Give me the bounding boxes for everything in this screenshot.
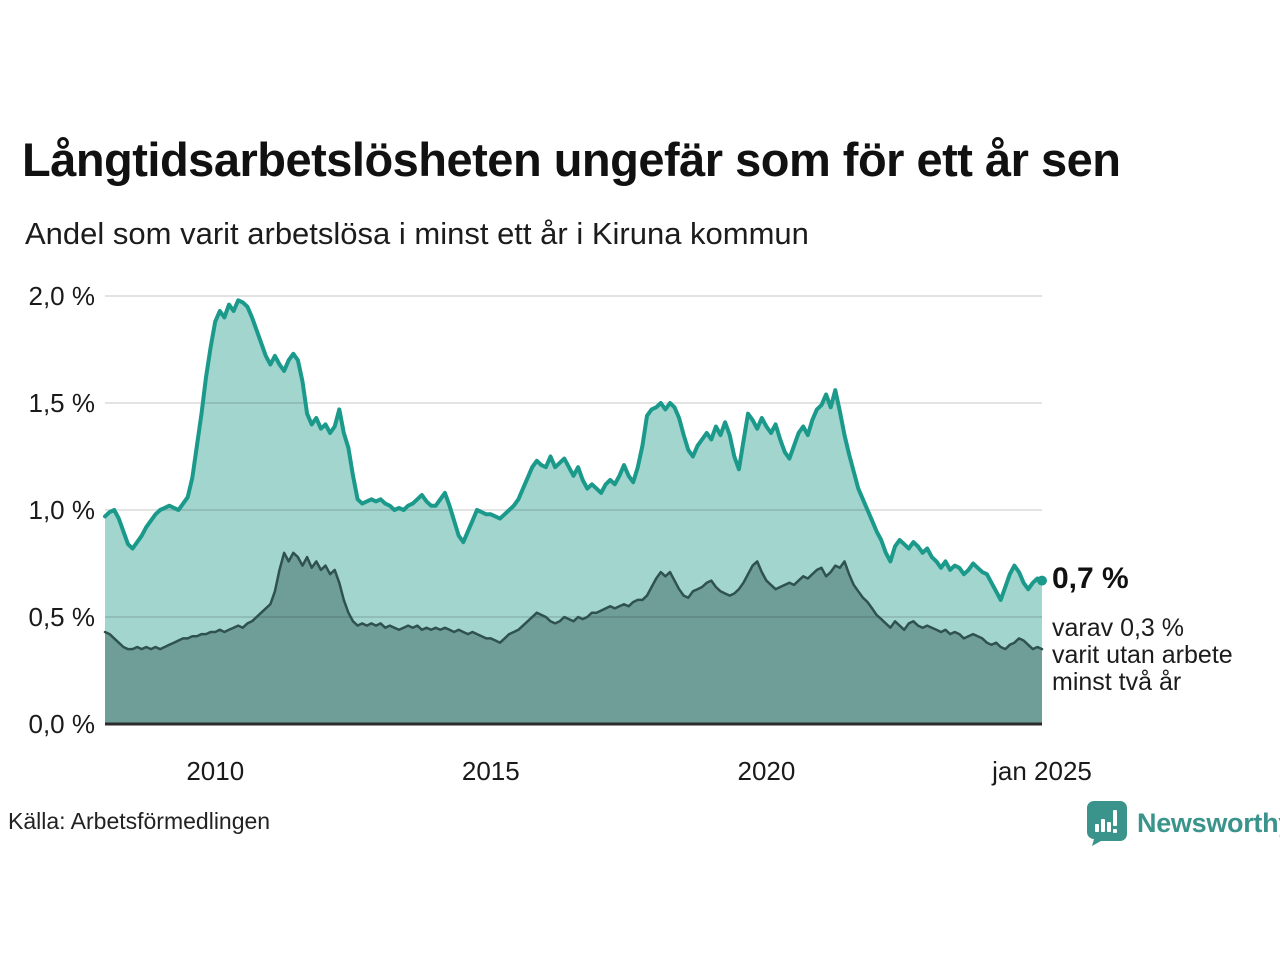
x-tick-label: jan 2025 [991, 756, 1092, 786]
y-tick-labels: 0,0 % 0,5 % 1,0 % 1,5 % 2,0 % [29, 281, 96, 739]
y-tick-label: 0,0 % [29, 709, 96, 739]
line-two-years [103, 551, 1044, 651]
annotation-line-2: varit utan arbete [1052, 641, 1233, 669]
x-tick-labels: 2010 2015 2020 jan 2025 [186, 756, 1092, 786]
end-value-label: 0,7 % [1052, 562, 1129, 595]
source-credit: Källa: Arbetsförmedlingen [8, 808, 271, 834]
end-point-dot [1037, 575, 1047, 586]
x-tick-label: 2020 [737, 756, 795, 786]
end-annotation: 0,7 % varav 0,3 % varit utan arbete mins… [1052, 562, 1272, 696]
page-title: Långtidsarbetslösheten ungefär som för e… [22, 133, 1121, 186]
line-total [103, 298, 1044, 602]
y-tick-label: 0,5 % [29, 602, 96, 632]
chart-subtitle: Andel som varit arbetslösa i minst ett å… [25, 216, 809, 251]
brand-logo: Newsworthy [1086, 800, 1280, 846]
y-tick-label: 1,5 % [29, 388, 96, 418]
newsworthy-icon [1087, 801, 1127, 846]
annotation-line-3: minst två år [1052, 668, 1182, 696]
y-tick-label: 1,0 % [29, 495, 96, 525]
grid-lines [105, 295, 1042, 618]
brand-name: Newsworthy [1137, 807, 1280, 838]
area-two-years [105, 552, 1042, 724]
x-tick-label: 2015 [462, 756, 520, 786]
annotation-line-1: varav 0,3 % [1052, 614, 1185, 642]
x-tick-label: 2010 [186, 756, 244, 786]
y-tick-label: 2,0 % [29, 281, 96, 311]
